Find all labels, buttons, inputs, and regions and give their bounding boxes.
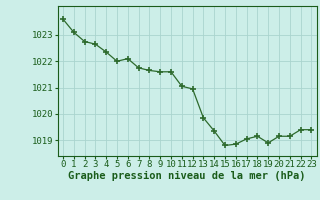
X-axis label: Graphe pression niveau de la mer (hPa): Graphe pression niveau de la mer (hPa): [68, 171, 306, 181]
